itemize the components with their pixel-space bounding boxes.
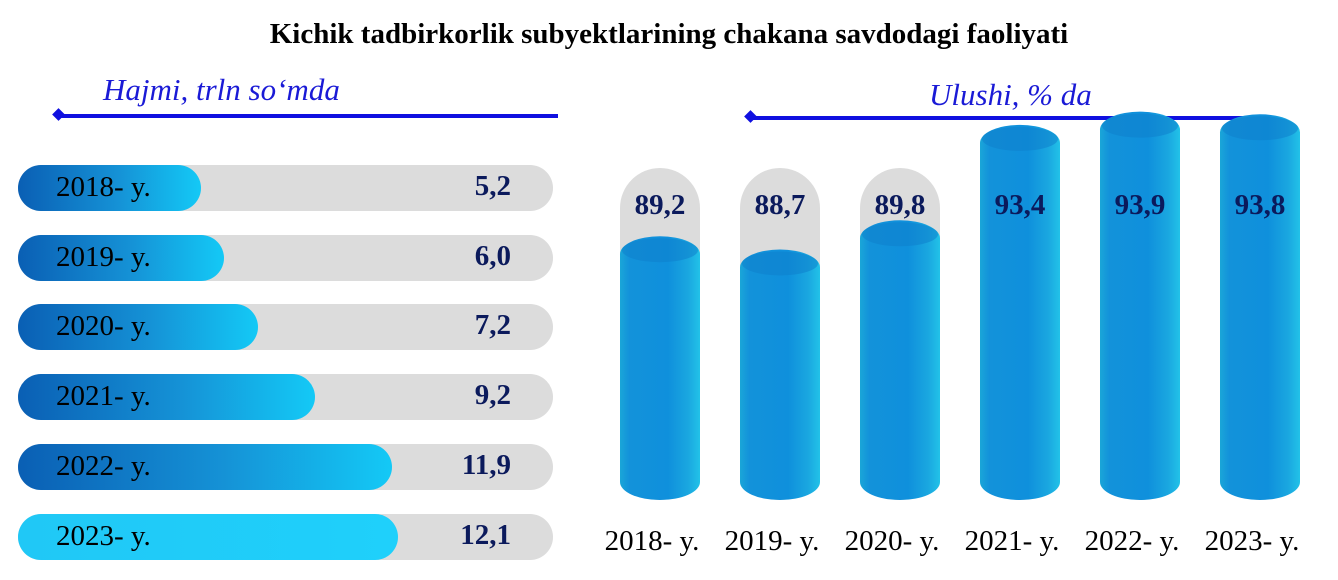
volume-panel-label: Hajmi, trln so‘mda (103, 72, 340, 107)
share-bar-value-label: 93,4 (995, 189, 1046, 221)
volume-bar-value-label: 11,9 (461, 449, 511, 481)
share-bar-value-label: 93,8 (1235, 189, 1286, 221)
share-bar (980, 124, 1060, 501)
share-bar (1100, 111, 1180, 501)
volume-panel-arrow (52, 108, 558, 121)
share-bar-top (982, 126, 1058, 151)
share-bar-year-label: 2021- y. (965, 525, 1060, 557)
volume-bar-year-label: 2020- y. (56, 310, 151, 342)
volume-bar (18, 304, 259, 350)
share-bar-value-label: 93,9 (1115, 189, 1166, 221)
volume-bar-row: 2023- y. 12,1 (18, 514, 553, 560)
volume-bar-year-label: 2021- y. (56, 380, 151, 412)
share-bar (620, 236, 700, 500)
share-panel-label: Ulushi, % da (929, 77, 1092, 112)
volume-bar-value-label: 7,2 (474, 309, 511, 341)
volume-bar-value-label: 5,2 (474, 170, 511, 202)
share-bar-year-label: 2023- y. (1205, 525, 1300, 557)
volume-bar-year-label: 2023- y. (56, 520, 151, 552)
volume-bar (18, 374, 316, 420)
share-panel-arrow (744, 110, 1252, 123)
share-bar-top (622, 238, 698, 263)
volume-bar-value-label: 6,0 (474, 240, 511, 272)
share-bar-top (1222, 116, 1298, 141)
share-bar-value-label: 88,7 (755, 189, 806, 221)
share-bar (860, 220, 940, 501)
share-bar-top (1102, 113, 1178, 138)
share-bar-year-label: 2018- y. (605, 525, 700, 557)
volume-bar-value-label: 9,2 (474, 379, 511, 411)
share-bar-year-label: 2022- y. (1085, 525, 1180, 557)
volume-bar-row: 2018- y. 5,2 (18, 165, 553, 211)
volume-bar (18, 165, 202, 211)
volume-bar-row: 2019- y. 6,0 (18, 235, 553, 281)
volume-bar-row: 2020- y. 7,2 (18, 304, 553, 350)
share-bar-top (862, 222, 938, 247)
volume-bar-year-label: 2018- y. (56, 171, 151, 203)
share-bar (740, 249, 820, 500)
volume-bar-year-label: 2022- y. (56, 450, 151, 482)
volume-bar (18, 444, 393, 490)
share-bar-value-label: 89,2 (635, 189, 686, 221)
share-bar-year-label: 2020- y. (845, 525, 940, 557)
share-bar-year-label: 2019- y. (725, 525, 820, 557)
chart-title: Kichik tadbirkorlik subyektlarining chak… (269, 18, 1069, 50)
share-bar-top (742, 251, 818, 276)
volume-bar-value-label: 12,1 (460, 519, 511, 551)
share-bar-value-label: 89,8 (875, 189, 926, 221)
share-bar (1220, 114, 1300, 501)
volume-bar (18, 514, 398, 560)
volume-bar (18, 235, 224, 281)
volume-bar-year-label: 2019- y. (56, 241, 151, 273)
volume-bar-row: 2021- y. 9,2 (18, 374, 553, 420)
volume-bar-row: 2022- y. 11,9 (18, 444, 553, 490)
